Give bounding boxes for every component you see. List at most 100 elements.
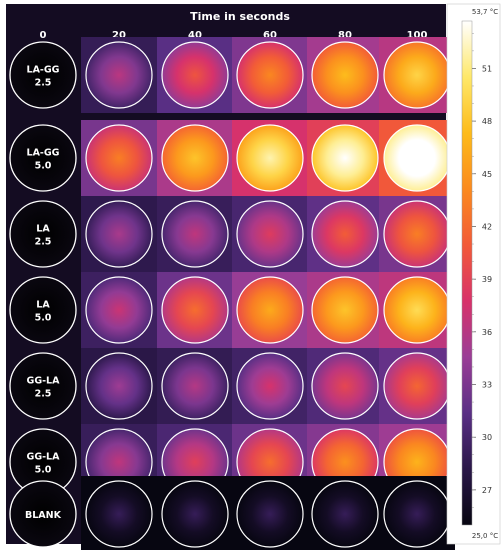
thermal-well xyxy=(81,476,157,550)
thermal-well xyxy=(379,272,455,348)
sample-concentration: 2.5 xyxy=(35,389,52,400)
colorbar-gradient xyxy=(461,20,473,526)
colorbar-tick-label: 42 xyxy=(482,222,492,231)
well-circle xyxy=(85,352,153,420)
thermal-well xyxy=(232,120,308,196)
well-circle xyxy=(383,352,451,420)
colorbar-tick-label: 27 xyxy=(482,486,492,495)
well-circle xyxy=(236,276,304,344)
time-label-60: 60 xyxy=(263,30,277,41)
time-label-40: 40 xyxy=(188,30,202,41)
row-label-well: LA-GG 2.5 xyxy=(9,41,77,109)
well-circle xyxy=(383,41,451,109)
thermal-well xyxy=(379,37,455,113)
well-circle xyxy=(311,200,379,268)
well-circle xyxy=(311,276,379,344)
row-label-well: GG-LA 2.5 xyxy=(9,352,77,420)
thermal-well xyxy=(232,196,308,272)
time-column-labels: 0 20 40 60 80 100 xyxy=(40,30,428,41)
time-label-20: 20 xyxy=(112,30,126,41)
sample-concentration: 2.5 xyxy=(35,78,52,89)
label-circle xyxy=(9,480,77,548)
thermal-well xyxy=(379,196,455,272)
time-axis-title: Time in seconds xyxy=(190,10,290,23)
colorbar-frame xyxy=(446,3,501,545)
thermal-well xyxy=(157,37,233,113)
well-circle xyxy=(383,276,451,344)
colorbar-tick-label: 48 xyxy=(482,117,492,126)
thermal-well xyxy=(232,476,308,550)
thermal-well xyxy=(157,120,233,196)
well-circle xyxy=(236,480,304,548)
thermal-well xyxy=(81,37,157,113)
colorbar-tick-label: 33 xyxy=(482,381,492,390)
thermal-well xyxy=(232,348,308,424)
row-label-well: LA 2.5 xyxy=(9,200,77,268)
label-circle xyxy=(9,41,77,109)
well-circle xyxy=(311,480,379,548)
thermal-well xyxy=(81,348,157,424)
label-circle xyxy=(9,276,77,344)
sample-name: GG-LA xyxy=(27,452,61,463)
thermal-well xyxy=(379,120,455,196)
row-label-well: LA-GG 5.0 xyxy=(9,124,77,192)
sample-name: GG-LA xyxy=(27,376,61,387)
label-circle xyxy=(9,200,77,268)
label-circle xyxy=(9,352,77,420)
row-label-well: BLANK xyxy=(9,480,77,548)
well-circle xyxy=(85,200,153,268)
sample-grid: LA-GG 2.5 LA-GG 5.0 LA 2.5 LA 5.0 GG-LA 2.5 GG-LA 5… xyxy=(9,37,455,550)
sample-concentration: 2.5 xyxy=(35,237,52,248)
colorbar-max-label: 53,7 °C xyxy=(472,8,498,16)
row-label-well: LA 5.0 xyxy=(9,276,77,344)
thermal-well xyxy=(157,348,233,424)
thermal-well xyxy=(81,120,157,196)
sample-name: LA xyxy=(36,300,50,311)
well-circle xyxy=(236,41,304,109)
colorbar-tick-label: 51 xyxy=(482,64,492,73)
colorbar-min-label: 25,0 °C xyxy=(472,532,498,540)
sample-concentration: 5.0 xyxy=(35,465,52,476)
thermal-well xyxy=(307,196,383,272)
colorbar-tick-label: 45 xyxy=(482,170,492,179)
well-circle xyxy=(236,200,304,268)
thermal-well xyxy=(157,272,233,348)
thermal-well xyxy=(307,476,383,550)
sample-name: BLANK xyxy=(25,510,62,521)
colorbar-tick-label: 36 xyxy=(482,328,492,337)
well-circle xyxy=(161,480,229,548)
well-circle xyxy=(85,276,153,344)
sample-concentration: 5.0 xyxy=(35,161,52,172)
well-circle xyxy=(85,41,153,109)
time-label-100: 100 xyxy=(407,30,428,41)
well-circle xyxy=(85,480,153,548)
sample-name: LA-GG xyxy=(27,65,60,76)
sample-name: LA xyxy=(36,224,50,235)
label-circle xyxy=(9,124,77,192)
thermal-well xyxy=(157,476,233,550)
well-circle xyxy=(311,124,379,192)
well-circle xyxy=(311,41,379,109)
well-circle xyxy=(85,124,153,192)
sample-name: LA-GG xyxy=(27,148,60,159)
well-circle xyxy=(161,41,229,109)
well-circle xyxy=(236,124,304,192)
thermal-well xyxy=(232,37,308,113)
well-circle xyxy=(161,200,229,268)
well-circle xyxy=(161,352,229,420)
well-circle xyxy=(383,480,451,548)
time-label-0: 0 xyxy=(40,30,47,41)
colorbar-ticks: 51 48 45 42 39 36 33 30 27 xyxy=(472,33,492,508)
thermal-well xyxy=(379,348,455,424)
time-label-80: 80 xyxy=(338,30,352,41)
well-circle xyxy=(161,124,229,192)
well-circle xyxy=(161,276,229,344)
colorbar-tick-label: 39 xyxy=(482,275,492,284)
thermal-well xyxy=(81,196,157,272)
colorbar-tick-label: 30 xyxy=(482,433,492,442)
well-circle xyxy=(236,352,304,420)
thermal-well xyxy=(157,196,233,272)
well-circle xyxy=(383,200,451,268)
thermal-well xyxy=(307,272,383,348)
